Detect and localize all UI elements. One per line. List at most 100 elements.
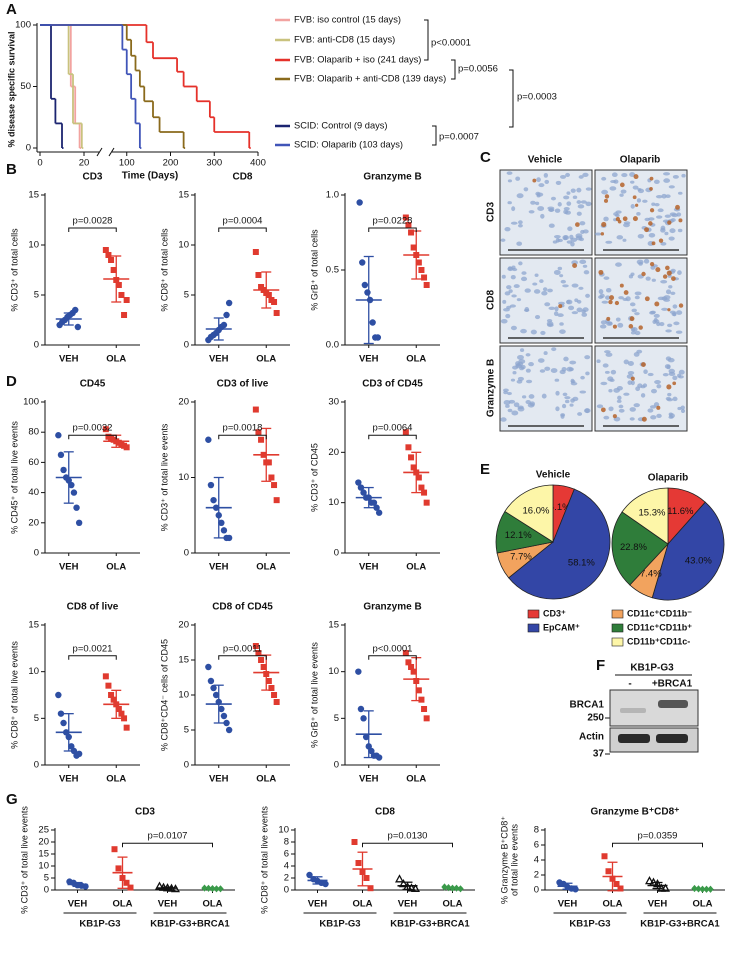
legend-swatch bbox=[611, 637, 624, 647]
data-point bbox=[121, 312, 128, 318]
y-axis-title: % GrB⁺ of total live events bbox=[309, 642, 319, 748]
nucleus bbox=[500, 318, 508, 324]
nucleus bbox=[660, 280, 668, 284]
nucleus bbox=[520, 328, 527, 334]
x-tick-label: VEH bbox=[359, 562, 379, 573]
nucleus bbox=[563, 356, 569, 362]
y-tick-label: 0 bbox=[184, 760, 189, 771]
value-label: 11.6% bbox=[667, 506, 694, 517]
nucleus bbox=[651, 388, 657, 394]
nucleus bbox=[668, 412, 673, 417]
nucleus bbox=[629, 172, 636, 177]
nucleus bbox=[566, 299, 573, 305]
y-axis-title: % CD3⁺ of total live events bbox=[19, 806, 29, 914]
nucleus bbox=[661, 193, 667, 199]
nucleus bbox=[557, 202, 562, 207]
nucleus bbox=[677, 191, 683, 195]
nucleus bbox=[510, 378, 516, 382]
panel-label: G bbox=[6, 791, 18, 808]
nucleus bbox=[663, 172, 671, 176]
nucleus bbox=[653, 402, 660, 407]
nucleus bbox=[555, 406, 560, 412]
x-tick-label: OLA bbox=[256, 354, 276, 365]
y-tick-label: 0 bbox=[34, 340, 39, 351]
nucleus bbox=[664, 214, 671, 218]
stained-cell bbox=[675, 204, 680, 210]
nucleus bbox=[509, 304, 516, 308]
nucleus bbox=[570, 241, 575, 247]
y-tick-label: 100 bbox=[15, 20, 31, 31]
nucleus bbox=[643, 369, 648, 375]
data-point bbox=[357, 705, 365, 713]
data-point bbox=[368, 747, 375, 755]
data-point bbox=[265, 459, 272, 466]
legend-label: CD11c⁺CD11b⁻ bbox=[627, 608, 692, 618]
axis-break bbox=[96, 147, 103, 157]
nucleus bbox=[507, 179, 513, 183]
p-value: p=0.0004 bbox=[223, 216, 263, 227]
data-point bbox=[361, 281, 369, 289]
legend-label: CD11c⁺CD11b⁺ bbox=[627, 622, 692, 632]
nucleus bbox=[579, 390, 587, 394]
nucleus bbox=[653, 179, 660, 185]
nucleus bbox=[562, 392, 568, 397]
nucleus bbox=[561, 403, 567, 409]
data-point bbox=[252, 643, 259, 649]
nucleus bbox=[594, 232, 602, 236]
y-tick-label: 10 bbox=[38, 861, 49, 872]
nucleus bbox=[577, 412, 583, 416]
micrograph-column: Vehicle bbox=[528, 155, 563, 166]
y-tick-label: 15 bbox=[178, 655, 189, 666]
y-tick-label: 20 bbox=[38, 837, 49, 848]
pie-slice bbox=[611, 511, 669, 586]
nucleus bbox=[677, 270, 682, 275]
y-tick-label: 60 bbox=[28, 457, 39, 468]
nucleus bbox=[563, 195, 570, 200]
data-point bbox=[115, 865, 122, 872]
micrograph-row: Granzyme B bbox=[486, 359, 497, 417]
stained-cell bbox=[678, 218, 683, 223]
p-value: p=0.0359 bbox=[638, 831, 678, 842]
data-point bbox=[75, 519, 83, 526]
stained-cell bbox=[630, 376, 635, 381]
nucleus bbox=[533, 289, 541, 294]
nucleus bbox=[655, 215, 663, 219]
nucleus bbox=[554, 208, 561, 213]
nucleus bbox=[555, 390, 560, 396]
nucleus bbox=[666, 365, 671, 370]
nucleus bbox=[608, 389, 613, 393]
nucleus bbox=[662, 373, 669, 377]
nucleus bbox=[670, 291, 676, 295]
data-point bbox=[410, 244, 417, 251]
nucleus bbox=[596, 359, 601, 364]
nucleus bbox=[660, 227, 666, 233]
nucleus bbox=[539, 279, 544, 284]
data-point bbox=[402, 214, 409, 221]
nucleus bbox=[671, 213, 679, 218]
nucleus bbox=[601, 300, 609, 304]
nucleus bbox=[636, 198, 642, 203]
nucleus bbox=[563, 206, 570, 211]
nucleus bbox=[654, 202, 660, 207]
data-point bbox=[415, 474, 422, 481]
nucleus bbox=[645, 276, 651, 281]
nucleus bbox=[500, 238, 506, 242]
significance-bracket bbox=[509, 69, 514, 128]
p-value: p=0.0032 bbox=[73, 423, 113, 434]
nucleus bbox=[630, 331, 636, 335]
y-tick-label: 5 bbox=[44, 873, 49, 884]
data-point bbox=[218, 519, 225, 526]
nucleus bbox=[663, 178, 671, 183]
x-tick-label: VEH bbox=[59, 354, 79, 365]
legend-label: CD3⁺ bbox=[543, 608, 566, 618]
nucleus bbox=[507, 392, 512, 396]
nucleus bbox=[512, 365, 519, 370]
significance-bracket bbox=[612, 842, 703, 848]
y-tick-label: 20 bbox=[178, 397, 189, 408]
data-point bbox=[260, 664, 267, 670]
y-tick-label: 0 bbox=[334, 548, 339, 559]
nucleus bbox=[510, 275, 516, 280]
nucleus bbox=[585, 187, 592, 191]
value-label: 16.0% bbox=[523, 506, 550, 517]
chart-title: CD45 bbox=[80, 379, 106, 390]
